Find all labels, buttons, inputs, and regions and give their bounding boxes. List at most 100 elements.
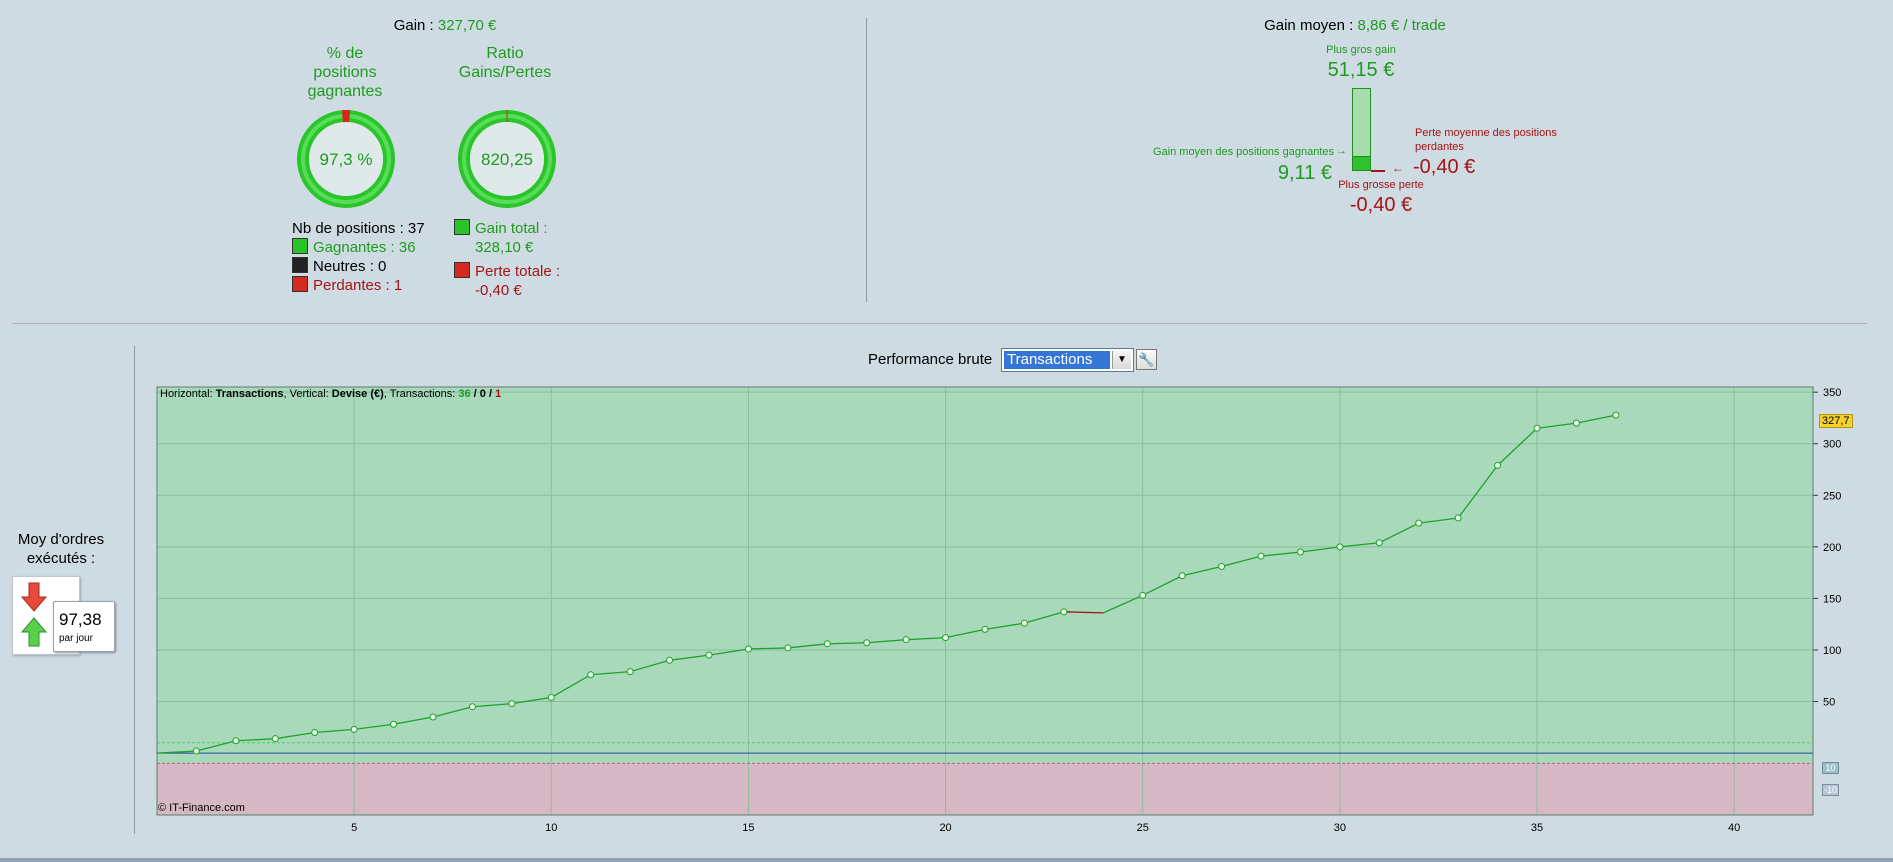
copyright: © IT-Finance.com — [158, 802, 245, 814]
data-point — [1139, 591, 1147, 599]
legend-losing: Perdantes : 1 — [292, 276, 425, 295]
ratio-label: Ratio Gains/Pertes — [458, 45, 552, 81]
data-point — [1375, 539, 1383, 547]
data-point — [744, 645, 752, 653]
perte-bar — [1371, 170, 1385, 172]
pct-winning-label: % de positions gagnantes — [307, 45, 383, 100]
left-panel-divider — [134, 346, 135, 834]
series-line-segment — [866, 639, 907, 644]
data-point — [823, 640, 831, 648]
legend-winning: Gagnantes : 36 — [292, 238, 425, 257]
winning-positions-donut — [297, 110, 395, 208]
series-line-segment — [1457, 464, 1499, 519]
series-line-segment — [827, 642, 867, 645]
y-tick-label: 150 — [1823, 593, 1841, 605]
series-line-segment — [511, 696, 552, 705]
x-tick-label: 40 — [1728, 822, 1740, 834]
arrow-right-icon: → — [1336, 145, 1347, 157]
series-line-segment — [748, 647, 788, 650]
arrow-down-icon — [21, 582, 47, 612]
data-point — [311, 728, 319, 736]
positions-legend: Nb de positions : 37 Gagnantes : 36 Neut… — [292, 219, 425, 295]
series-line-segment — [1378, 522, 1420, 544]
gain-moyen-gagnantes-label: Gain moyen des positions gagnantes — [1152, 146, 1334, 158]
gain-value: 327,70 € — [437, 17, 497, 34]
data-point — [1572, 419, 1580, 427]
data-point — [626, 668, 634, 676]
series-line-segment — [1181, 565, 1222, 577]
series-line-segment — [1339, 542, 1380, 548]
series-line-segment — [945, 628, 986, 639]
orders-unit: par jour — [59, 633, 93, 644]
perte-totale-value: -0,40 € — [475, 282, 522, 299]
perte-moyenne-label: Perte moyenne des positions perdantes — [1415, 127, 1557, 153]
perte-moyenne-value: -0,40 € — [1413, 156, 1476, 178]
chevron-down-icon[interactable]: ▼ — [1112, 351, 1131, 369]
data-point — [1533, 424, 1541, 432]
data-point — [468, 703, 476, 711]
series-line-segment — [787, 643, 828, 649]
gain-summary: Gain : 327,70 € — [345, 17, 545, 34]
legend-perte-totale: Perte totale : — [454, 262, 560, 281]
green-square-icon — [292, 238, 308, 254]
band-upper-tag: 10 — [1822, 762, 1839, 774]
y-tick-label: 200 — [1823, 542, 1841, 554]
series-line-segment — [1063, 611, 1104, 614]
red-square-icon — [292, 276, 308, 292]
series-line-segment — [629, 659, 670, 673]
data-point — [705, 651, 713, 659]
plot-frame — [156, 386, 1814, 816]
orders-label: Moy d'ordres exécutés : — [17, 531, 105, 567]
data-point — [784, 644, 792, 652]
plus-gros-gain-label: Plus gros gain — [1326, 44, 1396, 56]
x-tick-label: 15 — [742, 822, 754, 834]
series-line-segment — [1300, 546, 1340, 553]
data-point — [1218, 562, 1226, 570]
data-point — [429, 713, 437, 721]
data-point — [1415, 519, 1423, 527]
data-point — [1060, 608, 1068, 616]
series-line-segment — [235, 738, 276, 742]
chart-title: Performance brute — [868, 351, 993, 368]
y-tick-label: 250 — [1823, 490, 1841, 502]
data-point — [1612, 411, 1620, 419]
black-square-icon — [292, 257, 308, 273]
data-point — [1020, 619, 1028, 627]
series-line-segment — [314, 728, 355, 734]
series-line-segment — [354, 723, 394, 731]
x-tick-label: 10 — [545, 822, 557, 834]
data-point — [232, 737, 240, 745]
wrench-icon[interactable]: 🔧 — [1136, 349, 1157, 370]
x-tick-label: 5 — [351, 822, 357, 834]
y-tick-label: 100 — [1823, 645, 1841, 657]
vertical-divider — [866, 18, 867, 302]
series-line-segment — [1221, 555, 1262, 568]
data-point — [981, 625, 989, 633]
y-tick-label: 350 — [1823, 387, 1841, 399]
series-line-segment — [984, 622, 1025, 631]
series-line-segment — [708, 648, 749, 656]
data-point — [271, 735, 279, 743]
data-point — [666, 656, 674, 664]
negative-area — [157, 763, 1813, 815]
gain-moyen-gagnantes-value: 9,11 € — [1277, 162, 1332, 184]
series-line-segment — [669, 654, 710, 661]
orders-value-box: 97,38 par jour — [53, 601, 115, 652]
series-line-segment — [156, 750, 197, 754]
gain-moyen-bar — [1352, 156, 1371, 171]
data-point — [192, 747, 200, 755]
chart-mode-select[interactable]: Transactions ▼ — [1001, 348, 1134, 372]
band-lower-tag: -10 — [1822, 784, 1839, 796]
data-point — [902, 636, 910, 644]
nb-positions: Nb de positions : 37 — [292, 220, 425, 237]
totals-legend: Gain total : 328,10 € Perte totale : -0,… — [454, 219, 560, 300]
average-gain-label: Gain moyen : — [1264, 17, 1354, 34]
gain-label: Gain : — [393, 17, 434, 34]
series-line-segment — [590, 670, 631, 676]
legend-neutral: Neutres : 0 — [292, 257, 425, 276]
horizontal-divider — [12, 323, 1867, 324]
arrow-left-icon: ← — [1392, 161, 1404, 175]
last-value-tag: 327,7 — [1819, 414, 1853, 428]
data-point — [1494, 461, 1502, 469]
